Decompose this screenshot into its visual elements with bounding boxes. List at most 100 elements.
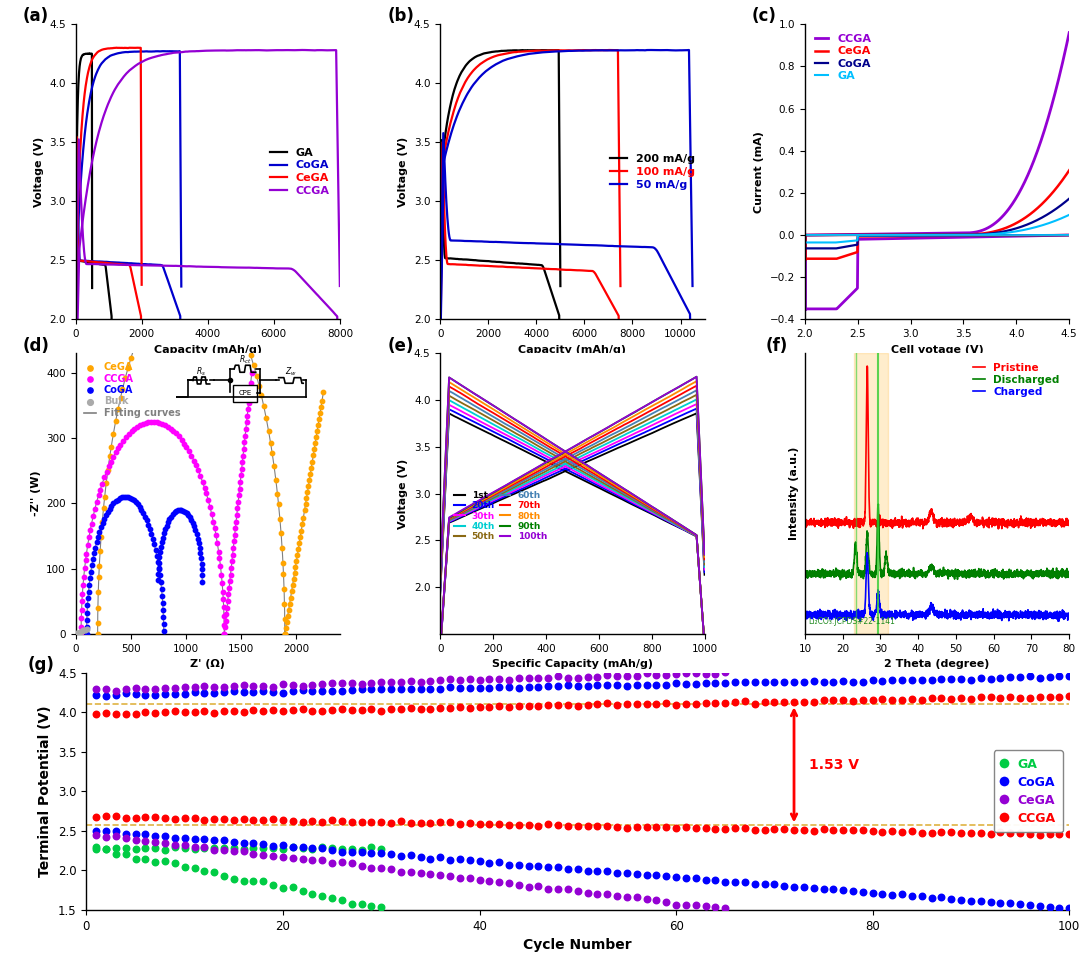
Y-axis label: Voltage (V): Voltage (V) xyxy=(33,136,43,207)
Point xyxy=(176,810,193,826)
Point xyxy=(294,814,311,830)
CoGA xyxy=(146,536,163,552)
Point xyxy=(451,852,469,867)
CeGA xyxy=(282,590,299,605)
Point xyxy=(658,819,675,834)
Point xyxy=(962,826,980,841)
Point xyxy=(205,514,222,529)
Point xyxy=(77,552,94,567)
Point xyxy=(143,414,160,430)
Point xyxy=(235,705,253,720)
Point xyxy=(266,459,283,474)
Point xyxy=(785,675,802,690)
Point xyxy=(874,692,891,708)
Point xyxy=(180,266,198,282)
Line: 100 mA/g: 100 mA/g xyxy=(441,142,620,416)
Point xyxy=(629,819,646,834)
X-axis label: Z' (Ω): Z' (Ω) xyxy=(190,659,225,669)
Point xyxy=(274,566,292,582)
Point xyxy=(883,888,901,903)
Point xyxy=(540,698,557,713)
Point xyxy=(490,855,508,870)
Point xyxy=(324,676,341,691)
Point xyxy=(324,812,341,828)
CoGA xyxy=(80,584,97,599)
CoGA xyxy=(120,257,133,269)
Point xyxy=(392,702,409,717)
Point xyxy=(203,506,220,522)
Point xyxy=(245,846,262,862)
Point xyxy=(107,840,124,856)
Point xyxy=(608,677,625,692)
CoGA xyxy=(158,518,175,533)
GA xyxy=(91,258,104,270)
Point xyxy=(157,842,174,858)
Point xyxy=(313,683,330,699)
CeGA xyxy=(294,517,311,532)
Point xyxy=(835,882,852,897)
Point xyxy=(598,863,616,879)
Point xyxy=(157,705,174,720)
CoGA xyxy=(87,534,105,550)
CoGA xyxy=(123,491,140,506)
CoGA xyxy=(100,500,118,516)
GA xyxy=(955,229,968,241)
Point xyxy=(1022,896,1039,912)
X-axis label: Capacity (mAh/g): Capacity (mAh/g) xyxy=(153,345,261,354)
Point xyxy=(97,824,114,839)
Point xyxy=(608,668,625,683)
Point xyxy=(235,843,253,859)
CCGA xyxy=(220,580,238,595)
CeGA xyxy=(955,228,968,240)
Point xyxy=(294,840,311,856)
CoGA xyxy=(173,502,190,518)
Point xyxy=(127,707,145,722)
Point xyxy=(717,665,734,681)
Point xyxy=(353,681,370,697)
Point xyxy=(255,840,272,856)
Point xyxy=(191,267,208,283)
CeGA xyxy=(285,571,302,587)
Point xyxy=(785,694,802,710)
Point xyxy=(1012,826,1029,841)
Point xyxy=(471,700,488,715)
Point xyxy=(147,840,164,856)
CCGA xyxy=(227,521,244,536)
Point xyxy=(619,820,636,835)
Point xyxy=(75,578,92,593)
X-axis label: Cell votage (V): Cell votage (V) xyxy=(891,345,984,354)
Point xyxy=(835,673,852,688)
Point xyxy=(766,675,783,690)
Point xyxy=(442,815,459,831)
CoGA xyxy=(152,574,170,590)
Point xyxy=(87,824,105,839)
CeGA xyxy=(307,436,324,451)
Point xyxy=(598,667,616,682)
Point xyxy=(117,706,134,721)
Point xyxy=(195,840,213,856)
50 mA/g xyxy=(642,241,654,253)
Point xyxy=(835,693,852,709)
Point xyxy=(255,678,272,693)
Point xyxy=(854,692,872,708)
CeGA xyxy=(284,578,301,593)
Point xyxy=(186,832,203,847)
Point xyxy=(559,698,577,713)
Point xyxy=(276,626,294,642)
CoGA xyxy=(173,307,186,318)
CeGA xyxy=(310,417,327,433)
CoGA xyxy=(143,526,160,541)
GA xyxy=(846,229,859,241)
Point xyxy=(402,847,419,862)
CCGA xyxy=(218,607,235,622)
Point xyxy=(481,681,498,696)
Point xyxy=(303,814,321,830)
CeGA xyxy=(308,430,325,445)
CeGA xyxy=(287,560,305,575)
CCGA xyxy=(224,547,241,562)
Point xyxy=(923,691,941,707)
CeGA xyxy=(296,502,313,518)
200 mA/g xyxy=(532,259,545,271)
Point xyxy=(275,596,293,612)
Point xyxy=(303,886,321,901)
